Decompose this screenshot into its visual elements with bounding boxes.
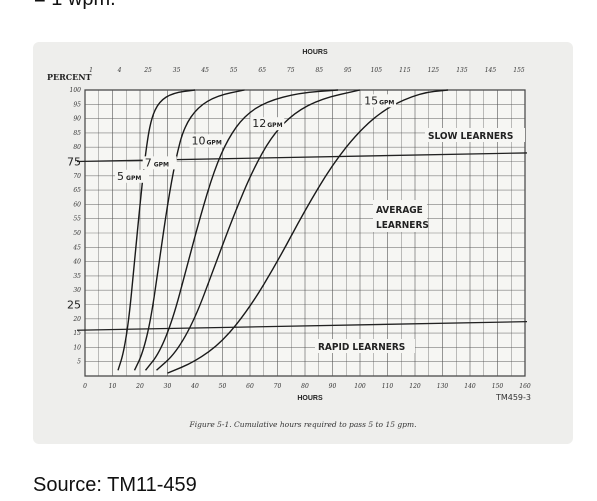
curve-label-unit: GPM	[379, 99, 394, 106]
x-tick-label-top: 35	[173, 67, 181, 74]
y-tick-label: 25	[67, 299, 81, 312]
x-tick-label-bottom: 120	[409, 383, 421, 390]
curve-label-number: 7	[145, 156, 152, 169]
x-tick-label-top: 1	[89, 67, 93, 74]
x-tick-label-bottom: 20	[135, 383, 144, 390]
x-tick-label-top: 4	[117, 67, 122, 74]
x-tick-label-bottom: 40	[190, 383, 199, 390]
curve-label-bg	[115, 169, 150, 183]
y-tick-label: 70	[73, 173, 81, 180]
rapid-learners-label: RAPID LEARNERS	[318, 342, 405, 353]
curve-10-gpm	[144, 89, 339, 371]
y-tick-label: 85	[73, 130, 81, 137]
curve-label-unit: GPM	[126, 175, 141, 182]
x-tick-label-bottom: 110	[382, 383, 394, 390]
average-learners-label-1: AVERAGE	[376, 205, 423, 216]
x-tick-label-bottom: 30	[164, 383, 172, 390]
average-label-bg	[373, 200, 427, 232]
figure-caption: Figure 5-1. Cumulative hours required to…	[189, 420, 417, 429]
y-tick-label: 45	[72, 244, 81, 251]
figure-number: TM459-3	[495, 393, 531, 402]
y-tick-label: 65	[73, 187, 81, 194]
y-tick-label: 20	[72, 316, 81, 323]
x-tick-label-bottom: 10	[109, 383, 117, 390]
x-tick-label-bottom: 60	[246, 383, 254, 390]
y-tick-label: 80	[73, 144, 81, 151]
curve-label-number: 12	[252, 117, 266, 130]
y-tick-label: 60	[73, 201, 81, 208]
curve-label-number: 15	[364, 94, 378, 107]
y-tick-label: 30	[73, 287, 81, 294]
x-tick-label-top: 85	[315, 67, 323, 74]
curve-label-unit: GPM	[267, 122, 282, 129]
x-tick-label-top: 95	[344, 67, 352, 74]
x-tick-label-bottom: 0	[83, 383, 87, 390]
x-tick-label-bottom: 70	[274, 383, 282, 390]
x-tick-label-bottom: 80	[301, 383, 309, 390]
x-tick-label-top: 115	[399, 67, 411, 74]
x-tick-label-bottom: 90	[329, 383, 337, 390]
x-tick-label-top: 155	[513, 67, 525, 74]
x-tick-label-top: 65	[258, 67, 266, 74]
x-tick-label-top: 125	[428, 67, 440, 74]
y-tick-label: 95	[73, 101, 81, 108]
x-tick-label-bottom: 160	[519, 383, 531, 390]
curve-label-unit: GPM	[207, 139, 222, 146]
curve-label-number: 10	[192, 134, 206, 147]
y-tick-label: 15	[73, 330, 81, 337]
curve-label-bg	[142, 156, 177, 170]
curve-label-bg	[189, 134, 224, 148]
y-tick-label: 35	[73, 273, 81, 280]
slow-learners-label: SLOW LEARNERS	[428, 131, 513, 142]
curve-12-gpm	[156, 89, 361, 371]
y-tick-label: 50	[73, 230, 81, 237]
curve-7-gpm	[133, 89, 245, 371]
y-tick-label: 100	[70, 87, 82, 94]
x-tick-label-bottom: 130	[437, 383, 449, 390]
y-tick-label: 90	[73, 116, 81, 123]
x-tick-label-bottom: 100	[354, 383, 366, 390]
curve-label-number: 5	[117, 170, 124, 183]
x-tick-label-bottom: 140	[464, 383, 476, 390]
x-tick-label-top: 55	[230, 67, 238, 74]
x-tick-label-top: 105	[371, 67, 383, 74]
source-text: Source: TM11-459	[33, 474, 197, 496]
x-tick-label-top: 25	[143, 67, 152, 74]
top-text: = 1 wpm.	[34, 0, 116, 11]
x-tick-label-top: 45	[200, 67, 209, 74]
figure-image: HOURS 1 4 25 35 45 55 65 75 85 95 105 115 125 135 145 15…	[33, 42, 573, 444]
x-tick-label-bottom: 50	[219, 383, 227, 390]
y-tick-label: 75	[67, 156, 81, 169]
y-tick-label: 5	[77, 359, 81, 366]
y-tick-label: 40	[72, 259, 81, 266]
reference-line	[76, 321, 528, 331]
x-tick-label-top: 135	[456, 67, 468, 74]
average-learners-label-2: LEARNERS	[376, 220, 429, 231]
y-tick-label: 10	[73, 344, 81, 351]
x-tick-label-top: 75	[287, 67, 295, 74]
y-tick-label: 55	[73, 216, 81, 223]
y-axis-title: PERCENT	[47, 72, 92, 82]
x-axis-title-bottom: HOURS	[297, 395, 323, 402]
slow-label-bg	[425, 128, 525, 142]
x-tick-label-bottom: 150	[492, 383, 504, 390]
curve-15-gpm	[167, 89, 449, 374]
x-axis-title-top: HOURS	[302, 49, 328, 56]
curve-label-bg	[362, 94, 397, 108]
curve-label-unit: GPM	[154, 161, 169, 168]
x-tick-label-top: 145	[485, 67, 497, 74]
rapid-label-bg	[315, 339, 415, 353]
curve-label-bg	[250, 117, 285, 131]
